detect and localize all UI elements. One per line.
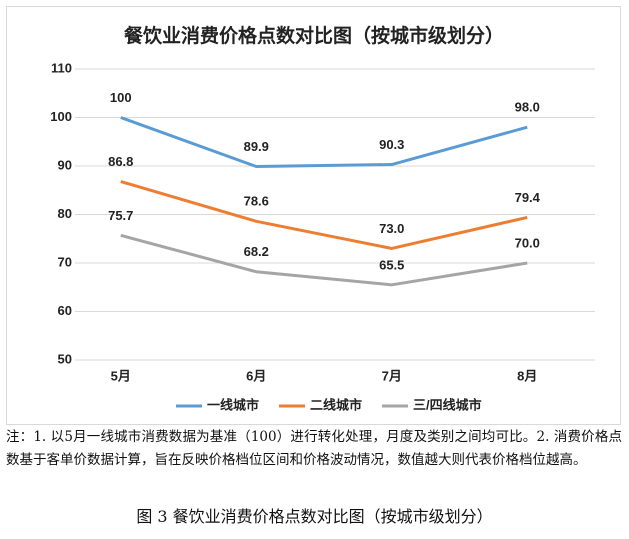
x-tick-label: 5月 bbox=[111, 368, 131, 383]
data-label: 86.8 bbox=[108, 154, 133, 169]
legend-label: 一线城市 bbox=[207, 397, 259, 412]
y-tick-label: 110 bbox=[51, 60, 72, 75]
y-tick-label: 60 bbox=[58, 303, 72, 318]
x-tick-label: 7月 bbox=[382, 368, 402, 383]
data-label: 65.5 bbox=[379, 257, 404, 272]
note: 注：1. 以5月一线城市消费数据为基准（100）进行转化处理，月度及类别之间均可… bbox=[6, 429, 622, 468]
x-tick-label: 8月 bbox=[517, 368, 537, 383]
data-label: 78.6 bbox=[244, 194, 269, 209]
chart-border bbox=[6, 6, 621, 425]
chart: 餐饮业消费价格点数对比图（按城市级划分） 50 60 70 80 90 100 110 5月 6… bbox=[6, 6, 621, 425]
line bbox=[120, 116, 528, 168]
data-label: 70.0 bbox=[515, 235, 540, 250]
data-label: 79.4 bbox=[515, 190, 541, 205]
x-tick-label: 6月 bbox=[246, 368, 266, 383]
y-tick-label: 70 bbox=[58, 254, 72, 269]
line bbox=[120, 180, 528, 250]
data-label: 73.0 bbox=[379, 221, 404, 236]
data-label: 89.9 bbox=[244, 139, 269, 154]
legend-label: 二线城市 bbox=[310, 397, 362, 412]
data-label: 68.2 bbox=[244, 244, 269, 259]
data-label: 90.3 bbox=[379, 137, 404, 152]
legend-label: 三/四线城市 bbox=[413, 397, 482, 412]
y-tick-label: 80 bbox=[58, 206, 72, 221]
y-tick-label: 50 bbox=[58, 351, 72, 366]
y-tick-label: 90 bbox=[58, 157, 72, 172]
y-tick-label: 100 bbox=[50, 109, 72, 124]
data-label: 100 bbox=[110, 90, 132, 105]
caption: 图 3 餐饮业消费价格点数对比图（按城市级划分） bbox=[136, 507, 493, 526]
chart-title: 餐饮业消费价格点数对比图（按城市级划分） bbox=[124, 24, 504, 47]
line bbox=[120, 233, 528, 287]
data-label: 98.0 bbox=[515, 100, 540, 115]
data-label: 75.7 bbox=[108, 208, 133, 223]
